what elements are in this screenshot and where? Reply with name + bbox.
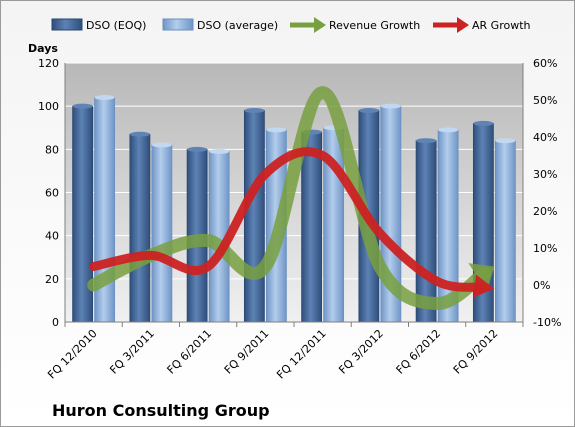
bar-cap	[72, 103, 93, 109]
line-ar-growth	[89, 147, 487, 292]
line-revenue-growth	[87, 86, 491, 310]
y2-tick-label: 10%	[533, 242, 557, 255]
bar-cap	[380, 103, 401, 109]
legend-label-dso-eoq: DSO (EOQ)	[86, 19, 146, 32]
y-axis-ticks: 0 20 40 60 80 100 120	[38, 57, 59, 329]
y-tick-label: 0	[52, 316, 59, 329]
y2-tick-label: 0%	[533, 279, 550, 292]
bar	[243, 110, 265, 323]
legend-arrowhead-ar-growth	[457, 17, 469, 33]
y-axis-title: Days	[28, 42, 58, 55]
y-tick-label: 100	[38, 100, 59, 113]
y-tick-label: 80	[45, 143, 59, 156]
y2-tick-label: 20%	[533, 205, 557, 218]
bar	[129, 133, 151, 323]
growth-lines	[87, 86, 495, 310]
y2-tick-label: 40%	[533, 131, 557, 144]
bar	[494, 140, 516, 323]
bar-cap	[438, 127, 459, 133]
bar-cap	[495, 138, 516, 144]
legend-label-revenue-growth: Revenue Growth	[329, 19, 420, 32]
bar-cap	[358, 107, 379, 113]
bar-cap	[416, 138, 437, 144]
legend-item-dso-eoq: DSO (EOQ)	[51, 18, 146, 32]
legend-item-dso-average: DSO (average)	[162, 18, 278, 32]
legend-swatch-dso-eoq	[51, 18, 83, 31]
legend-label-dso-average: DSO (average)	[197, 19, 278, 32]
legend: DSO (EOQ) DSO (average) Revenue Growth A…	[51, 17, 531, 33]
y2-tick-label: -10%	[533, 316, 561, 329]
y-tick-label: 40	[45, 230, 59, 243]
y2-tick-label: 60%	[533, 57, 557, 70]
y2-axis-ticks: -10% 0% 10% 20% 30% 40% 50% 60%	[533, 57, 561, 329]
y2-tick-label: 50%	[533, 94, 557, 107]
bar	[151, 144, 173, 323]
bar-cap	[209, 148, 230, 154]
bar-cap	[187, 146, 208, 152]
axes	[64, 63, 524, 327]
y2-tick-label: 30%	[533, 168, 557, 181]
arrowhead-ar-growth	[473, 274, 495, 298]
y-tick-label: 60	[45, 187, 59, 200]
chart-caption: Huron Consulting Group	[52, 401, 270, 420]
legend-arrowhead-revenue-growth	[314, 17, 326, 33]
bar-cap	[244, 107, 265, 113]
y-tick-label: 120	[38, 57, 59, 70]
bar-cap	[266, 127, 287, 133]
y-tick-label: 20	[45, 273, 59, 286]
bar-cap	[151, 142, 172, 148]
bar-cap	[129, 131, 150, 137]
bar-cap	[473, 120, 494, 126]
legend-label-ar-growth: AR Growth	[472, 19, 531, 32]
legend-item-revenue-growth: Revenue Growth	[290, 17, 420, 33]
legend-swatch-dso-average	[162, 18, 194, 31]
legend-item-ar-growth: AR Growth	[433, 17, 531, 33]
bar-cap	[94, 95, 115, 101]
bar	[301, 131, 323, 323]
